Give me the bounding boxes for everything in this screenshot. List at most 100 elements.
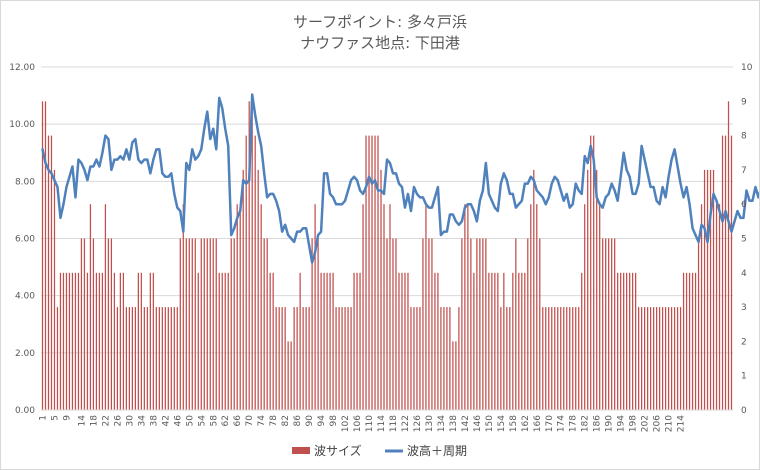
bar (164, 307, 166, 410)
bar (347, 307, 349, 410)
bar (500, 307, 502, 410)
bar (203, 238, 205, 410)
series-line (41, 93, 759, 264)
bar (104, 204, 107, 410)
bar (95, 272, 98, 410)
x-tick-label: 118 (389, 415, 399, 432)
bar (320, 272, 322, 410)
bar (152, 272, 154, 410)
bar (248, 101, 250, 411)
bar (670, 307, 673, 410)
bar (646, 307, 649, 410)
bar (398, 272, 400, 410)
bar (299, 272, 301, 410)
bar (709, 169, 712, 410)
bar (182, 204, 184, 410)
bar (263, 238, 265, 410)
bar (62, 272, 65, 410)
y-right-tick-label: 0 (741, 406, 747, 416)
bar (727, 101, 730, 411)
x-tick-label: 5 (50, 415, 60, 421)
bar (590, 135, 592, 410)
bar (176, 307, 178, 410)
bar (608, 238, 610, 410)
bar (467, 204, 469, 410)
x-tick-label: 206 (653, 415, 663, 432)
bar (440, 307, 442, 410)
bar (290, 341, 292, 410)
bar (185, 238, 187, 410)
bar (311, 238, 313, 410)
bar (515, 238, 517, 410)
y-left-tick-label: 2.00 (15, 349, 35, 359)
bar (551, 307, 553, 410)
bar (131, 307, 133, 410)
bar (697, 238, 700, 410)
x-tick-label: 42 (161, 415, 171, 426)
legend-label-line: 波高＋周期 (407, 443, 467, 458)
bar (236, 204, 238, 410)
bar (254, 135, 256, 410)
bar (488, 272, 490, 410)
y-left-tick-label: 0.00 (15, 406, 35, 416)
bar (323, 272, 325, 410)
bar (215, 238, 217, 410)
bar (56, 307, 59, 410)
bar (230, 238, 232, 410)
bar-series (41, 101, 733, 411)
y-right-tick-label: 2 (741, 337, 747, 347)
bar (667, 307, 670, 410)
x-tick-label: 14 (77, 415, 87, 427)
bar (599, 204, 601, 410)
bar (455, 341, 457, 410)
x-tick-label: 174 (557, 415, 567, 432)
bar (703, 169, 706, 410)
x-tick-label: 154 (497, 415, 507, 432)
bar (524, 272, 526, 410)
bar (245, 135, 247, 410)
bar (694, 272, 697, 410)
y-right-tick-label: 6 (741, 200, 747, 210)
bar (47, 135, 50, 410)
bar (146, 307, 148, 410)
bar (149, 272, 151, 410)
bar (470, 238, 472, 410)
bar (452, 341, 454, 410)
bar (137, 272, 139, 410)
bar (89, 204, 92, 410)
bar (596, 169, 598, 410)
bar (251, 101, 253, 411)
bar (209, 238, 211, 410)
x-tick-label: 178 (569, 415, 579, 432)
y-left-tick-label: 6.00 (15, 235, 35, 245)
bar (563, 307, 565, 410)
bar (128, 307, 131, 410)
bar (233, 238, 235, 410)
bar (566, 307, 568, 410)
x-tick-label: 78 (269, 415, 279, 427)
bar (359, 272, 361, 410)
bar (173, 307, 175, 410)
bar (125, 307, 128, 410)
bar (416, 307, 418, 410)
x-tick-label: 142 (461, 415, 471, 432)
bar (188, 238, 190, 410)
x-tick-label: 62 (221, 415, 231, 426)
y-right-tick-label: 4 (741, 269, 747, 279)
x-tick-label: 162 (521, 415, 531, 432)
bar (611, 238, 613, 410)
bar (422, 238, 424, 410)
left-y-axis: 0.00 2.00 4.00 6.00 8.00 10.00 12.00 (9, 63, 35, 416)
y-right-tick-label: 5 (741, 235, 747, 245)
x-tick-label: 54 (197, 415, 207, 427)
x-tick-label: 70 (245, 415, 255, 427)
bar (194, 238, 196, 410)
y-right-tick-label: 7 (741, 166, 747, 176)
chart-title-line-1: サーフポイント: 多々戸浜 (293, 13, 467, 31)
bar (688, 272, 691, 410)
bar (655, 307, 658, 410)
bar (503, 272, 505, 410)
x-axis: 1 5 9 14 18 22 26 30 34 38 42 46 50 54 58 62 66 70 74 78 82 8… (38, 409, 733, 432)
bar (356, 272, 358, 410)
